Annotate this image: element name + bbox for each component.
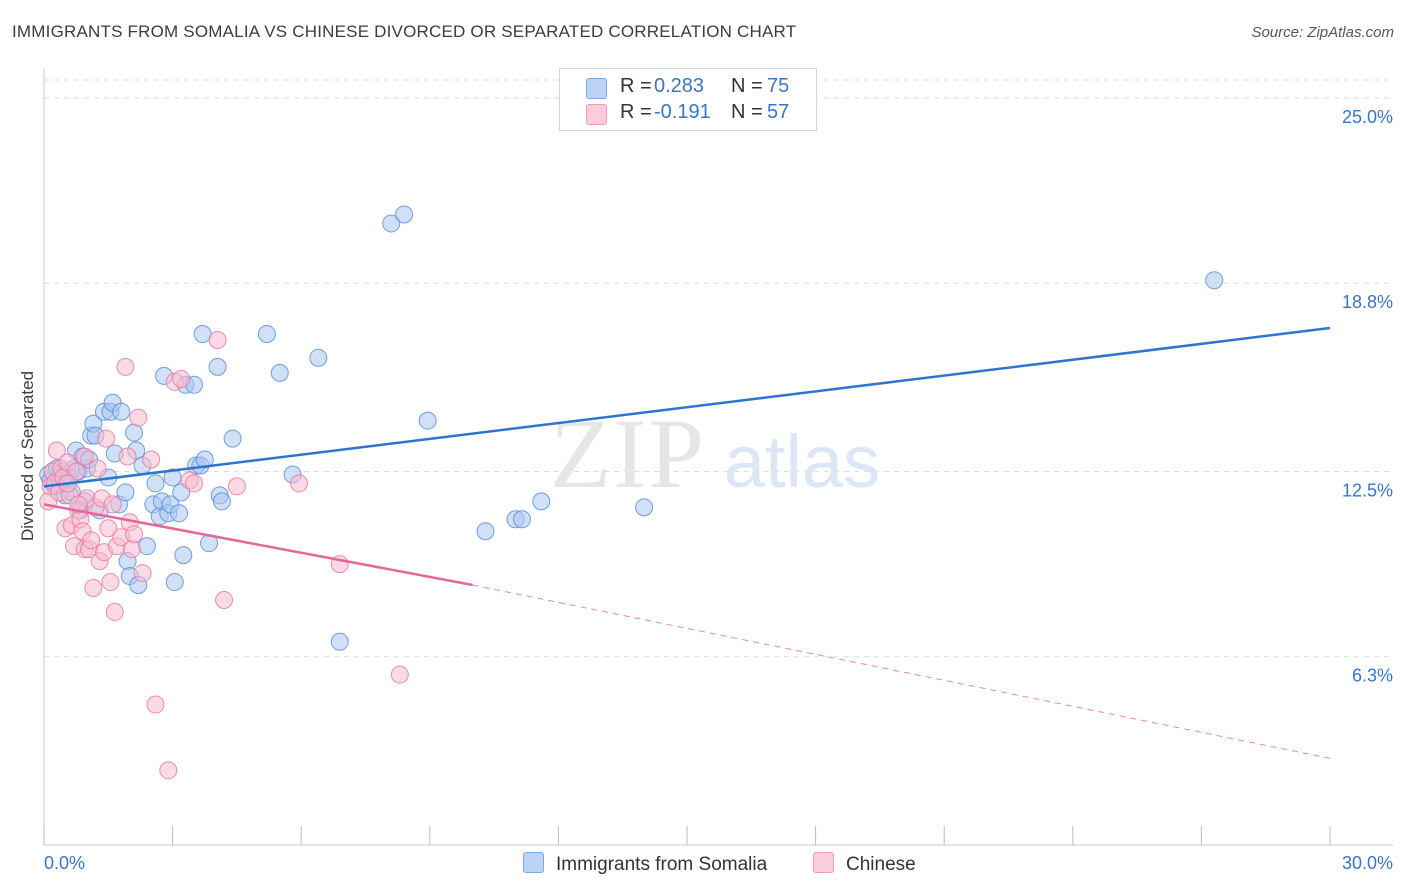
chinese-point-42 — [159, 761, 178, 780]
chinese-point-30 — [105, 602, 124, 621]
somalia-point-68 — [395, 205, 414, 224]
legend-n-label: N = — [731, 75, 763, 97]
legend-row-chinese: R = -0.191 N = 57 — [560, 101, 816, 127]
watermark: ZIP atlas — [550, 398, 880, 509]
chinese-point-21 — [84, 579, 103, 598]
chinese-point-29 — [103, 495, 122, 514]
chinese-point-41 — [146, 695, 165, 714]
legend-r-label: R = — [620, 101, 652, 123]
chinese-point-48 — [215, 590, 234, 609]
chinese-point-20 — [82, 531, 101, 550]
somalia-point-66 — [330, 632, 349, 651]
somalia-point-46 — [163, 468, 182, 487]
bottom-legend-swatch-chinese — [813, 852, 834, 873]
chinese-point-38 — [129, 408, 148, 427]
somalia-point-50 — [174, 546, 193, 565]
bottom-legend-label-chinese: Chinese — [846, 854, 916, 875]
somalia-point-65 — [309, 348, 328, 367]
chinese-point-46 — [185, 474, 204, 493]
chinese-point-36 — [122, 540, 141, 559]
somalia-point-73 — [532, 492, 551, 511]
legend-r-label: R = — [620, 75, 652, 97]
chinese-point-4 — [47, 441, 66, 460]
legend-n-value-chinese: 57 — [767, 101, 790, 123]
legend-swatch-chinese — [586, 104, 607, 125]
somalia-point-31 — [116, 483, 135, 502]
series-chinese-points — [39, 330, 409, 780]
watermark-zip: ZIP — [550, 398, 706, 509]
axes — [43, 68, 1393, 846]
somalia-point-55 — [193, 325, 212, 344]
chinese-point-49 — [227, 477, 246, 496]
somalia-point-34 — [125, 423, 144, 442]
chinese-point-56 — [75, 447, 94, 466]
chinese-point-44 — [172, 369, 191, 388]
gridlines — [44, 79, 1393, 658]
chart-title: IMMIGRANTS FROM SOMALIA VS CHINESE DIVOR… — [12, 22, 797, 41]
legend-n-label: N = — [731, 101, 763, 123]
somalia-point-40 — [146, 474, 165, 493]
somalia-point-38 — [137, 537, 156, 556]
legend-r-value-somalia: 0.283 — [654, 75, 705, 97]
chinese-point-40 — [142, 450, 161, 469]
somalia-point-70 — [476, 522, 495, 541]
y-tick-label-1: 12.5% — [1342, 480, 1393, 500]
y-tick-label-0: 6.3% — [1352, 666, 1393, 686]
y-tick-labels: 6.3% 12.5% 18.8% 25.0% — [1342, 107, 1393, 686]
bottom-legend-label-somalia: Immigrants from Somalia — [556, 854, 768, 875]
chinese-point-26 — [97, 429, 116, 448]
chinese-point-37 — [125, 525, 144, 544]
somalia-point-48 — [170, 504, 189, 523]
somalia-point-62 — [257, 325, 276, 344]
legend-row-somalia: R = 0.283 N = 75 — [560, 75, 816, 101]
somalia-point-61 — [223, 429, 242, 448]
somalia-point-30 — [112, 402, 131, 421]
chinese-point-47 — [208, 330, 227, 349]
trend-line-chinese-extension — [472, 584, 1331, 759]
bottom-legend-swatch-somalia — [523, 852, 544, 873]
somalia-point-67 — [382, 214, 401, 233]
chinese-point-28 — [101, 573, 120, 592]
legend-r-value-chinese: -0.191 — [654, 101, 711, 123]
y-tick-label-3: 25.0% — [1342, 107, 1393, 127]
chinese-point-27 — [99, 519, 118, 538]
bottom-legend-chinese: Chinese — [813, 852, 916, 876]
bottom-legend-somalia: Immigrants from Somalia — [523, 852, 767, 876]
y-axis-label: Divorced or Separated — [18, 371, 37, 541]
chinese-point-52 — [390, 665, 409, 684]
somalia-point-63 — [270, 363, 289, 382]
source-label: Source: ZipAtlas.com — [1251, 24, 1394, 41]
chinese-point-53 — [69, 495, 88, 514]
somalia-point-75 — [1205, 271, 1224, 290]
somalia-point-74 — [635, 498, 654, 517]
somalia-point-47 — [165, 573, 184, 592]
trend-lines — [43, 326, 1331, 759]
chinese-point-50 — [290, 474, 309, 493]
somalia-point-60 — [212, 492, 231, 511]
watermark-atlas: atlas — [724, 420, 880, 503]
correlation-legend: R = 0.283 N = 75 R = -0.191 N = 57 — [559, 68, 817, 131]
somalia-point-58 — [208, 357, 227, 376]
somalia-point-69 — [418, 411, 437, 430]
somalia-point-72 — [512, 510, 531, 529]
y-tick-label-2: 18.8% — [1342, 292, 1393, 312]
chinese-point-54 — [88, 459, 107, 478]
x-tick-label-max: 30.0% — [1342, 853, 1393, 873]
trend-line-somalia — [43, 326, 1331, 488]
trend-line-chinese — [43, 503, 473, 587]
chinese-point-33 — [116, 357, 135, 376]
legend-swatch-somalia — [586, 78, 607, 99]
legend-n-value-somalia: 75 — [767, 75, 790, 97]
somalia-point-56 — [195, 450, 214, 469]
chinese-point-39 — [133, 564, 152, 583]
chinese-point-34 — [118, 447, 137, 466]
x-tick-label-min: 0.0% — [44, 853, 85, 873]
